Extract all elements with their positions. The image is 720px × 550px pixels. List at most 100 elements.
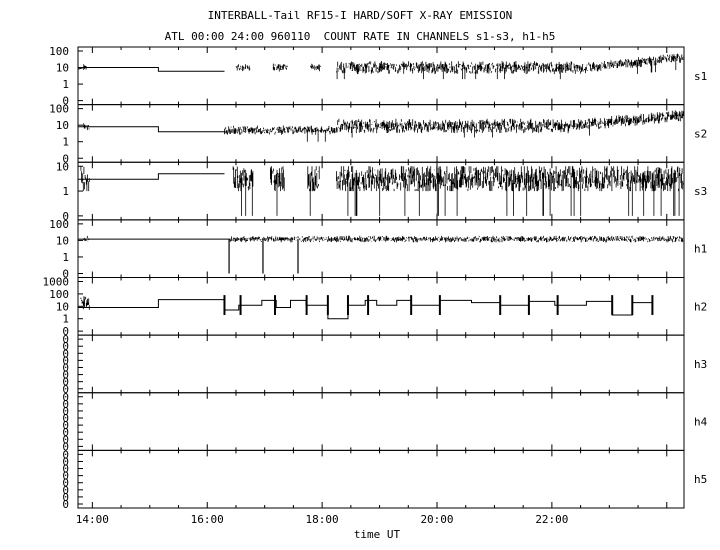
- panel-label-s2: s2: [694, 127, 707, 140]
- y-tick-label: 0: [62, 340, 69, 353]
- series-s3-noise: [80, 166, 90, 192]
- y-tick-label: 10: [56, 119, 69, 132]
- series-s1-noise: [235, 64, 251, 72]
- chart-title: INTERBALL-Tail RF15-I HARD/SOFT X-RAY EM…: [207, 9, 513, 22]
- series-s1-step: [77, 67, 225, 72]
- y-tick-label: 10: [56, 160, 69, 173]
- series-s3-noise: [232, 166, 254, 216]
- y-tick-label: 100: [49, 218, 69, 231]
- y-tick-label: 0: [62, 440, 69, 453]
- y-tick-label: 0: [62, 333, 69, 346]
- y-tick-label: 0: [62, 412, 69, 425]
- series-h1-noise: [229, 235, 685, 243]
- x-axis: 14:00 16:00 18:00 20:00 22:00: [76, 47, 668, 526]
- y-tick-label: 0: [62, 398, 69, 411]
- x-tick-label: 18:00: [306, 513, 339, 526]
- y-tick-label: 0: [62, 498, 69, 511]
- panel-frame: [77, 277, 685, 336]
- x-axis-label: time UT: [354, 528, 401, 541]
- series-s2-noise: [224, 125, 337, 142]
- y-tick-label: 0: [62, 391, 69, 404]
- panel-label-h4: h4: [694, 416, 708, 429]
- y-tick-label: 10: [56, 300, 69, 313]
- series-s1-noise: [586, 53, 684, 74]
- panel-label-h2: h2: [694, 300, 707, 313]
- y-tick-label: 0: [62, 448, 69, 461]
- y-tick-label: 0: [62, 152, 69, 165]
- y-tick-label: 0: [62, 419, 69, 432]
- panel-frame: [77, 104, 685, 163]
- y-tick-label: 100: [49, 103, 69, 116]
- panel-frame: [77, 46, 685, 106]
- panel-frame: [77, 334, 685, 394]
- x-tick-label: 20:00: [420, 513, 453, 526]
- panel-frame: [77, 219, 685, 278]
- y-tick-label: 0: [62, 405, 69, 418]
- y-tick-label: 1: [62, 136, 69, 149]
- y-tick-label: 0: [62, 354, 69, 367]
- series-s1-noise: [83, 64, 87, 70]
- panel-label-s3: s3: [694, 185, 707, 198]
- y-tick-label: 0: [62, 347, 69, 360]
- series-s2-step: [78, 126, 225, 133]
- series-s2-noise: [336, 118, 570, 138]
- x-tick-label: 14:00: [76, 513, 109, 526]
- series-s1-noise: [336, 61, 587, 80]
- y-tick-label: 1000: [43, 276, 70, 289]
- y-tick-label: 1: [62, 185, 69, 198]
- series-s3-noise: [307, 166, 320, 216]
- panels-group: 1001010s11001010s21010s31001010h11000100…: [43, 45, 708, 511]
- panel-label-h1: h1: [694, 243, 707, 256]
- y-tick-label: 100: [49, 45, 69, 58]
- x-tick-label: 16:00: [191, 513, 224, 526]
- series-s3-noise: [270, 166, 285, 216]
- y-tick-label: 10: [56, 62, 69, 75]
- y-tick-label: 0: [62, 361, 69, 374]
- y-tick-label: 100: [49, 288, 69, 301]
- y-tick-label: 0: [62, 268, 69, 281]
- y-tick-label: 0: [62, 210, 69, 223]
- y-tick-label: 0: [62, 376, 69, 389]
- x-tick-label: 22:00: [535, 513, 568, 526]
- y-tick-label: 0: [62, 477, 69, 490]
- y-tick-label: 1: [62, 251, 69, 264]
- y-tick-label: 0: [62, 470, 69, 483]
- panel-label-h3: h3: [694, 358, 707, 371]
- y-tick-label: 0: [62, 325, 69, 338]
- panel-frame: [77, 449, 685, 509]
- y-tick-label: 0: [62, 484, 69, 497]
- y-tick-label: 0: [62, 426, 69, 439]
- y-tick-label: 1: [62, 313, 69, 326]
- panel-label-s1: s1: [694, 70, 707, 83]
- y-tick-label: 0: [62, 95, 69, 108]
- y-tick-label: 0: [62, 463, 69, 476]
- y-tick-label: 0: [62, 491, 69, 504]
- y-tick-label: 0: [62, 433, 69, 446]
- series-h2-noise: [80, 296, 90, 310]
- series-h1-noise: [83, 235, 90, 242]
- series-s2-noise: [568, 110, 685, 136]
- series-h2-step: [78, 299, 653, 320]
- series-s3-noise: [336, 166, 685, 216]
- y-tick-label: 0: [62, 455, 69, 468]
- panel-frame: [77, 392, 685, 451]
- y-tick-label: 0: [62, 369, 69, 382]
- panel-label-h5: h5: [694, 473, 707, 486]
- series-s2-noise: [83, 123, 90, 131]
- series-s1-noise: [272, 63, 288, 72]
- chart-subtitle: ATL 00:00 24:00 960110 COUNT RATE IN CHA…: [164, 30, 556, 43]
- series-s1-noise: [310, 63, 321, 72]
- y-tick-label: 1: [62, 78, 69, 91]
- y-tick-label: 10: [56, 234, 69, 247]
- series-s3-step: [78, 173, 225, 180]
- y-tick-label: 0: [62, 383, 69, 396]
